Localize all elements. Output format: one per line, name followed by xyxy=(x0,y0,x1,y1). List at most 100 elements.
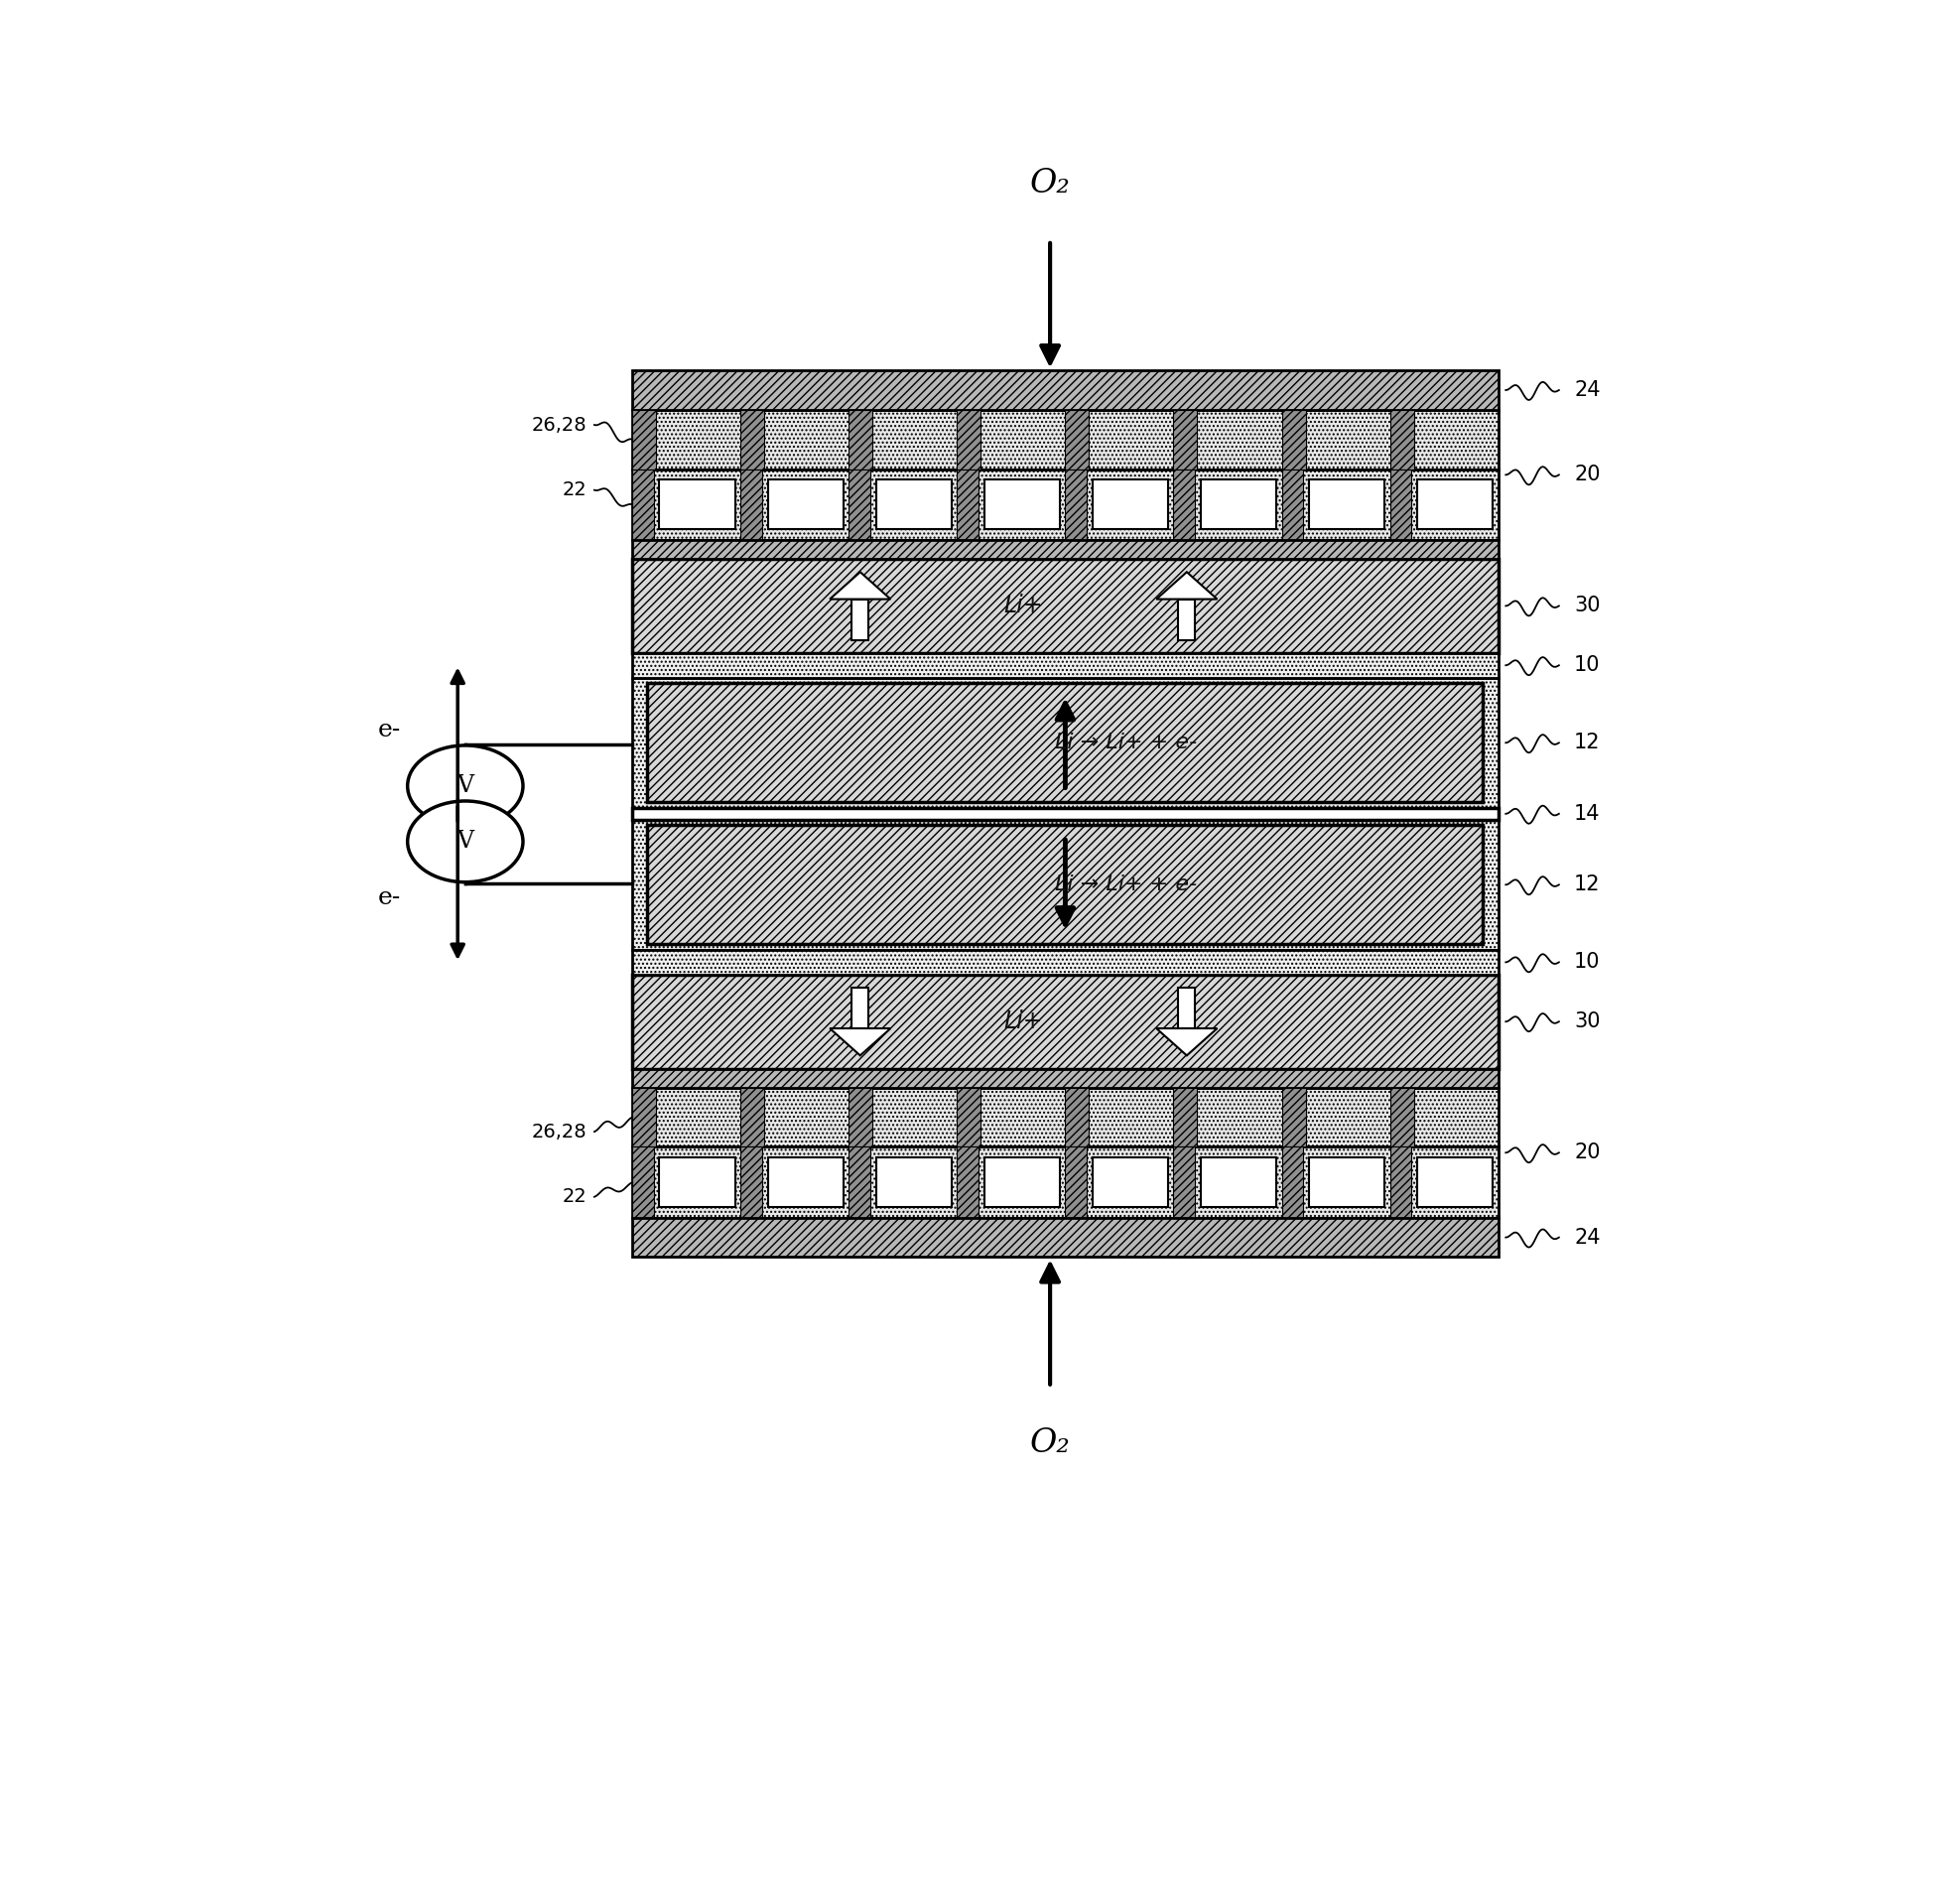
Text: O₂: O₂ xyxy=(1029,1428,1070,1460)
Bar xyxy=(647,826,1484,944)
Bar xyxy=(768,1157,843,1208)
Bar xyxy=(876,1157,953,1208)
Text: 26,28: 26,28 xyxy=(531,1123,586,1142)
Bar xyxy=(633,410,1497,468)
Bar xyxy=(1174,1087,1198,1147)
Bar xyxy=(1201,480,1276,529)
Text: V: V xyxy=(457,830,474,852)
Bar xyxy=(1201,1157,1276,1208)
Bar xyxy=(633,1087,1497,1147)
Text: 10: 10 xyxy=(1574,655,1601,675)
Text: 22: 22 xyxy=(563,1187,586,1206)
Bar xyxy=(1390,1087,1413,1147)
Bar xyxy=(849,1087,872,1147)
Bar xyxy=(876,480,953,529)
Ellipse shape xyxy=(408,801,523,882)
Bar xyxy=(1066,1147,1088,1217)
Text: 20: 20 xyxy=(1574,465,1601,485)
Bar xyxy=(741,468,762,540)
Text: Li → Li+ + e-: Li → Li+ + e- xyxy=(1054,734,1198,752)
Text: 12: 12 xyxy=(1574,875,1601,895)
Bar xyxy=(1282,410,1305,468)
Bar xyxy=(633,1147,655,1217)
Text: 24: 24 xyxy=(1574,1228,1601,1247)
Bar xyxy=(1066,468,1088,540)
Bar xyxy=(849,1147,870,1217)
Text: 10: 10 xyxy=(1574,952,1601,972)
Bar xyxy=(1174,1147,1196,1217)
Bar xyxy=(984,1157,1060,1208)
Bar xyxy=(1417,480,1494,529)
Bar xyxy=(633,371,1497,410)
Bar xyxy=(1390,410,1413,468)
Bar xyxy=(633,540,1497,559)
Bar xyxy=(633,974,1497,1068)
Bar xyxy=(1390,1147,1411,1217)
Bar xyxy=(1282,1147,1303,1217)
Bar xyxy=(768,480,843,529)
Bar xyxy=(1282,468,1303,540)
Bar xyxy=(741,1087,764,1147)
Polygon shape xyxy=(1156,1029,1217,1055)
Bar xyxy=(633,653,1497,677)
Bar xyxy=(1282,1087,1305,1147)
Bar xyxy=(1174,410,1198,468)
Bar xyxy=(984,480,1060,529)
Bar xyxy=(1178,600,1196,640)
Bar xyxy=(956,468,978,540)
Text: Li → Li+ + e-: Li → Li+ + e- xyxy=(1054,875,1198,895)
Text: 30: 30 xyxy=(1574,1012,1601,1031)
Polygon shape xyxy=(829,1029,890,1055)
Text: Li+: Li+ xyxy=(1004,594,1043,617)
Bar xyxy=(849,468,870,540)
Bar xyxy=(659,480,735,529)
Bar xyxy=(647,683,1484,801)
Bar xyxy=(633,1217,1497,1257)
Bar xyxy=(853,600,868,640)
Bar xyxy=(633,468,655,540)
Text: V: V xyxy=(457,775,474,798)
Text: 24: 24 xyxy=(1574,380,1601,401)
Bar xyxy=(741,1147,762,1217)
Bar xyxy=(633,809,1497,820)
Text: 26,28: 26,28 xyxy=(531,416,586,435)
Text: e-: e- xyxy=(378,719,402,741)
Bar xyxy=(659,1157,735,1208)
Bar xyxy=(633,410,657,468)
Bar xyxy=(633,559,1497,653)
Text: e-: e- xyxy=(378,886,402,909)
Ellipse shape xyxy=(408,745,523,826)
Bar xyxy=(1174,468,1196,540)
Bar xyxy=(956,1087,980,1147)
Text: Li+: Li+ xyxy=(1004,1010,1043,1033)
Bar xyxy=(633,677,1497,809)
Bar xyxy=(1178,988,1196,1029)
Text: 22: 22 xyxy=(563,482,586,500)
Bar xyxy=(1309,480,1384,529)
Bar xyxy=(849,410,872,468)
Text: O₂: O₂ xyxy=(1029,167,1070,199)
Bar xyxy=(633,950,1497,974)
Bar xyxy=(633,468,1497,540)
Bar xyxy=(633,1147,1497,1217)
Bar xyxy=(1390,468,1411,540)
Bar xyxy=(1417,1157,1494,1208)
Text: 14: 14 xyxy=(1574,803,1601,824)
Bar xyxy=(853,988,868,1029)
Text: 20: 20 xyxy=(1574,1144,1601,1162)
Bar xyxy=(1092,1157,1168,1208)
Bar xyxy=(1309,1157,1384,1208)
Bar xyxy=(1066,410,1090,468)
Bar xyxy=(633,820,1497,950)
Polygon shape xyxy=(829,572,890,600)
Polygon shape xyxy=(1156,572,1217,600)
Bar xyxy=(633,1068,1497,1087)
Bar xyxy=(1066,1087,1090,1147)
Text: 12: 12 xyxy=(1574,734,1601,752)
Bar xyxy=(741,410,764,468)
Bar xyxy=(633,1087,657,1147)
Bar xyxy=(956,410,980,468)
Bar xyxy=(956,1147,978,1217)
Text: 30: 30 xyxy=(1574,596,1601,615)
Bar xyxy=(1092,480,1168,529)
